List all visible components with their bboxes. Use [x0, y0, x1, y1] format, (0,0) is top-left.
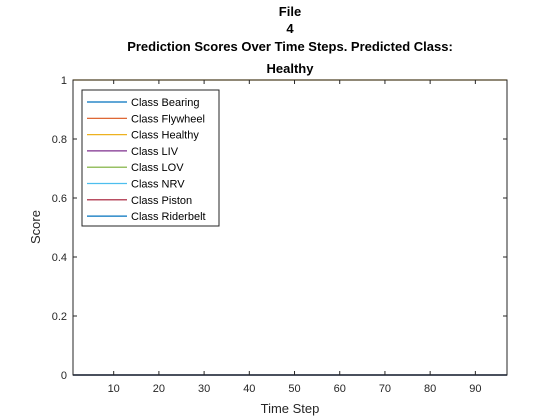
legend-box: [81, 89, 220, 227]
legend-label: Class Bearing: [131, 97, 199, 109]
legend-label: Class Healthy: [131, 130, 199, 142]
legend-label: Class NRV: [131, 179, 185, 191]
y-tick-label: 1: [61, 75, 67, 87]
title-line-3: Prediction Scores Over Time Steps. Predi…: [127, 39, 453, 54]
axes-box: [72, 79, 508, 376]
legend-label: Class LIV: [131, 146, 179, 158]
y-axis-ticks: 0 0.2 0.4 0.6 0.8 1: [52, 75, 507, 382]
y-tick-label: 0: [61, 370, 67, 382]
x-tick-label: 80: [424, 383, 436, 395]
y-tick-label: 0.2: [52, 311, 67, 323]
title-line-1: File: [279, 4, 301, 19]
legend-label: Class Piston: [131, 195, 192, 207]
legend-label: Class Flywheel: [131, 113, 205, 125]
x-tick-label: 90: [469, 383, 481, 395]
x-tick-label: 60: [334, 383, 346, 395]
legend-label: Class Riderbelt: [131, 211, 206, 223]
title-line-2: 4: [286, 21, 294, 36]
x-tick-label: 40: [243, 383, 255, 395]
x-tick-label: 10: [108, 383, 120, 395]
x-tick-label: 50: [288, 383, 300, 395]
x-tick-label: 20: [153, 383, 165, 395]
y-tick-label: 0.8: [52, 134, 67, 146]
y-axis-label: Score: [28, 210, 43, 244]
y-tick-label: 0.4: [52, 252, 67, 264]
chart-title: File 4 Prediction Scores Over Time Steps…: [127, 4, 453, 76]
x-tick-label: 70: [379, 383, 391, 395]
legend: Class Bearing Class Flywheel Class Healthy…: [81, 89, 220, 227]
legend-label: Class LOV: [131, 162, 184, 174]
title-line-4: Healthy: [267, 61, 315, 76]
x-tick-label: 30: [198, 383, 210, 395]
x-axis-label: Time Step: [261, 401, 320, 416]
x-axis-ticks: 10 20 30 40 50 60 70 80 90: [108, 80, 481, 395]
y-tick-label: 0.6: [52, 193, 67, 205]
